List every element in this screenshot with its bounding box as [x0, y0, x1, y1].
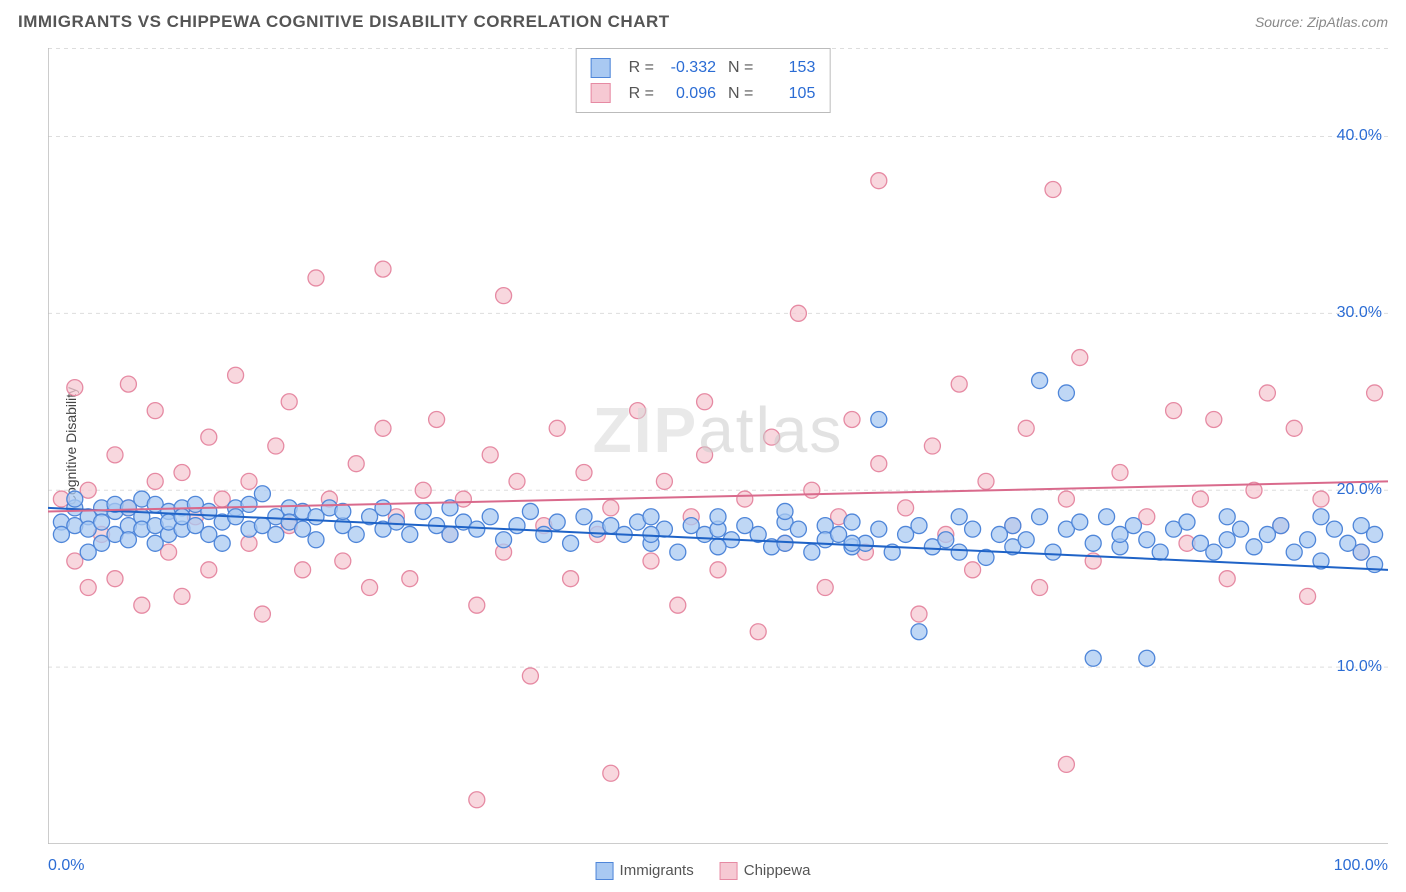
y-tick-label: 10.0% [1337, 658, 1382, 676]
header: IMMIGRANTS VS CHIPPEWA COGNITIVE DISABIL… [0, 0, 1406, 40]
legend-label: Chippewa [744, 862, 811, 879]
r-label: R = [629, 55, 654, 81]
x-tick-0: 0.0% [48, 857, 84, 875]
r-label: R = [629, 81, 654, 107]
correlation-stats-box: R = -0.332 N = 153 R = 0.096 N = 105 [576, 48, 831, 113]
n-label: N = [728, 55, 753, 81]
swatch-immigrants [591, 58, 611, 78]
source-attribution: Source: ZipAtlas.com [1255, 14, 1388, 30]
stats-row-chippewa: R = 0.096 N = 105 [591, 81, 816, 107]
legend-label: Immigrants [620, 862, 694, 879]
n-value-chippewa: 105 [761, 81, 815, 107]
legend-item-chippewa: Chippewa [720, 862, 811, 880]
source-name: ZipAtlas.com [1307, 14, 1388, 30]
legend-item-immigrants: Immigrants [596, 862, 694, 880]
y-tick-label: 40.0% [1337, 127, 1382, 145]
stats-row-immigrants: R = -0.332 N = 153 [591, 55, 816, 81]
chart-title: IMMIGRANTS VS CHIPPEWA COGNITIVE DISABIL… [18, 12, 670, 32]
y-tick-label: 20.0% [1337, 481, 1382, 499]
r-value-chippewa: 0.096 [662, 81, 716, 107]
n-label: N = [728, 81, 753, 107]
swatch-immigrants [596, 862, 614, 880]
swatch-chippewa [591, 83, 611, 103]
n-value-immigrants: 153 [761, 55, 815, 81]
r-value-immigrants: -0.332 [662, 55, 716, 81]
chart-area: Cognitive Disability ZIPatlas 10.0%20.0%… [48, 48, 1388, 844]
legend: Immigrants Chippewa [596, 862, 811, 880]
scatter-plot [48, 48, 1388, 844]
swatch-chippewa [720, 862, 738, 880]
y-tick-label: 30.0% [1337, 304, 1382, 322]
source-prefix: Source: [1255, 14, 1307, 30]
x-tick-100: 100.0% [1334, 857, 1388, 875]
